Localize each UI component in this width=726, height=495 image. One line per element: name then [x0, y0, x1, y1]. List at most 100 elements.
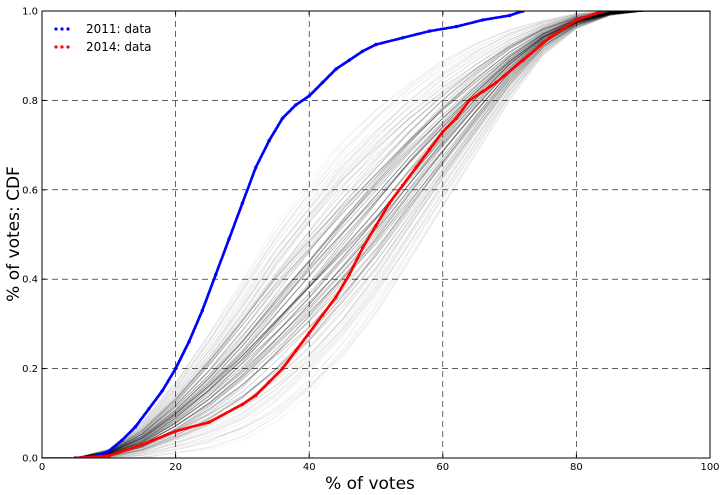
- legend-label-2011: 2011: data: [86, 22, 151, 36]
- y-tick-label: 0.8: [22, 96, 38, 107]
- simulation-curve: [75, 11, 644, 458]
- simulation-curve: [75, 11, 644, 458]
- x-tick-label: 80: [570, 462, 583, 473]
- simulation-curve: [75, 11, 644, 458]
- simulation-curve: [75, 11, 644, 458]
- simulation-curve: [75, 11, 644, 458]
- simulation-curve: [75, 11, 644, 458]
- simulation-curve: [75, 11, 644, 458]
- simulation-curve: [75, 11, 644, 458]
- simulation-curve: [75, 11, 644, 458]
- data-point-fill: [103, 454, 106, 458]
- simulation-curve: [75, 11, 644, 458]
- simulation-curve: [75, 11, 644, 458]
- simulation-curve: [75, 11, 644, 458]
- legend: 2011: data 2014: data: [54, 22, 151, 54]
- simulation-curve: [75, 11, 644, 458]
- legend-marker-2011: [54, 27, 70, 31]
- simulation-curve: [75, 11, 644, 458]
- data-point-fill: [99, 454, 102, 458]
- simulation-curve: [75, 11, 644, 458]
- simulation-curve: [75, 11, 644, 458]
- simulation-curve: [75, 11, 644, 458]
- data-point-fill: [94, 455, 98, 458]
- y-axis-label: % of votes: CDF: [4, 166, 24, 302]
- simulation-curve: [75, 11, 644, 458]
- simulation-curve: [75, 11, 644, 458]
- simulation-curve: [75, 11, 644, 458]
- series-2014: [73, 11, 605, 458]
- y-tick-label: 0.2: [22, 364, 38, 375]
- simulation-curve: [75, 11, 644, 458]
- simulation-curve: [75, 11, 644, 458]
- simulation-curve: [75, 11, 644, 458]
- simulation-curve: [75, 11, 644, 458]
- simulation-curve: [75, 11, 644, 458]
- simulation-curve: [75, 11, 644, 458]
- plot-frame: [41, 10, 711, 459]
- simulation-curve: [75, 11, 644, 458]
- simulation-curve: [75, 11, 644, 458]
- x-axis-label: % of votes: [325, 474, 415, 494]
- simulation-curve: [75, 11, 644, 458]
- y-tick-label: 0.6: [22, 185, 38, 196]
- simulation-curve: [75, 11, 644, 458]
- axis-ticks: 0 20 40 60 80 100 0.0 0.2 0.4 0.6 0.8 1.0: [22, 7, 719, 474]
- simulation-curve: [75, 11, 644, 458]
- legend-label-2014: 2014: data: [86, 40, 151, 54]
- simulation-curve: [75, 11, 644, 458]
- simulation-curve: [75, 11, 644, 458]
- simulation-curve: [75, 11, 644, 458]
- simulation-curve: [75, 11, 644, 458]
- simulation-curve: [75, 11, 644, 458]
- simulation-curve: [75, 11, 644, 458]
- y-tick-label: 1.0: [22, 7, 38, 18]
- simulation-curve: [75, 11, 644, 458]
- simulation-curve: [75, 11, 644, 458]
- legend-marker-2014: [54, 45, 70, 49]
- x-tick-label: 100: [700, 462, 719, 473]
- simulation-curve: [75, 11, 644, 458]
- simulation-curve: [75, 11, 644, 458]
- x-tick-label: 40: [303, 462, 316, 473]
- data-point-fill: [86, 455, 90, 458]
- y-tick-label: 0.4: [22, 275, 38, 286]
- simulation-curve: [75, 11, 644, 458]
- simulation-curve: [75, 11, 644, 458]
- data-point-fill: [88, 455, 92, 458]
- data-point-fill: [92, 455, 96, 458]
- simulation-curve: [75, 11, 644, 458]
- simulation-curve: [75, 11, 644, 458]
- simulation-curve: [75, 11, 644, 458]
- simulation-curve: [75, 11, 644, 458]
- simulation-curve: [75, 11, 644, 458]
- simulation-curve: [75, 11, 644, 458]
- x-tick-label: 20: [169, 462, 182, 473]
- simulation-curve: [75, 11, 644, 458]
- simulation-curve: [75, 11, 644, 458]
- series-2011: [73, 11, 525, 458]
- simulation-curve: [75, 11, 644, 458]
- simulation-curve: [75, 11, 644, 458]
- data-point-fill: [101, 454, 104, 458]
- simulation-curve: [75, 11, 644, 458]
- x-tick-label: 60: [436, 462, 449, 473]
- simulation-curve: [75, 11, 644, 458]
- simulation-curve: [75, 11, 644, 458]
- simulation-curves: [42, 11, 710, 458]
- simulation-curve: [75, 11, 644, 458]
- simulation-curve: [75, 11, 644, 458]
- simulation-curve: [75, 11, 644, 458]
- y-tick-label: 0.0: [22, 454, 38, 465]
- simulation-curve: [75, 11, 644, 458]
- simulation-curve: [75, 11, 644, 458]
- simulation-curve: [75, 11, 644, 458]
- simulation-curve: [75, 11, 644, 458]
- simulation-curve: [75, 11, 644, 458]
- simulation-curve: [75, 11, 644, 458]
- simulation-curve: [75, 11, 644, 458]
- simulation-curve: [75, 11, 644, 458]
- grid-lines: [42, 11, 710, 458]
- simulation-curve: [75, 11, 644, 458]
